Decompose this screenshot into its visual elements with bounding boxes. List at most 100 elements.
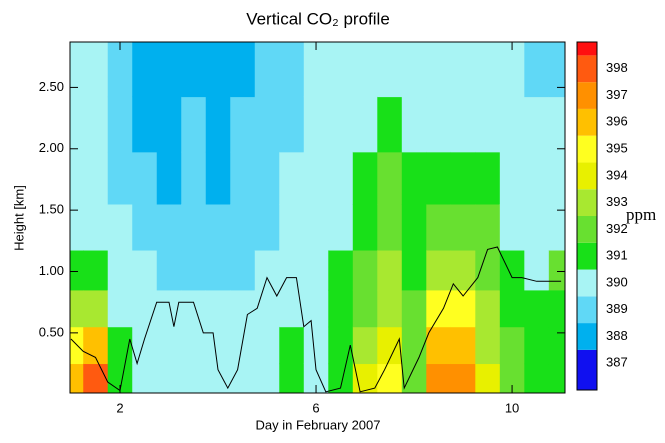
contour-cell	[107, 96, 133, 153]
contour-cell	[377, 96, 403, 153]
contour-cell	[548, 151, 565, 205]
contour-cell	[70, 96, 84, 153]
contour-cell	[499, 96, 525, 153]
contour-cell	[426, 250, 452, 291]
contour-cell	[524, 250, 550, 291]
contour-cell	[181, 42, 207, 98]
colorbar-label: ppm	[626, 205, 656, 224]
colorbar-band	[577, 135, 597, 163]
contour-cell	[107, 151, 133, 205]
contour-cell	[303, 96, 329, 153]
contour-cell	[524, 289, 550, 328]
colorbar-band	[577, 269, 597, 297]
contour-cell	[401, 151, 427, 205]
contour-cell	[156, 151, 182, 205]
contour-cell	[107, 42, 133, 98]
contour-cell	[352, 363, 378, 393]
contour-cell	[83, 204, 109, 251]
contour-cell	[401, 363, 427, 393]
contour-cell	[352, 326, 378, 365]
contour-cell	[156, 204, 182, 251]
contour-cell	[401, 96, 427, 153]
contour-cell	[328, 96, 354, 153]
contour-cell	[426, 289, 452, 328]
colorbar-tick-label: 396	[606, 114, 628, 129]
contour-cell	[205, 42, 231, 98]
contour-cell	[83, 250, 109, 291]
contour-cell	[548, 96, 565, 153]
contour-cell	[475, 363, 501, 393]
contour-cell	[524, 363, 550, 393]
colorbar-band	[577, 323, 597, 350]
contour-cell	[205, 151, 231, 205]
contour-cell	[156, 96, 182, 153]
contour-cell	[499, 250, 525, 291]
colorbar-tick-label: 395	[606, 141, 628, 156]
boundary-layer-line	[70, 246, 562, 393]
contour-cell	[181, 250, 207, 291]
contour-cell	[70, 250, 84, 291]
contour-cell	[205, 326, 231, 365]
contour-cell	[475, 289, 501, 328]
contour-cell	[107, 289, 133, 328]
contour-cell	[279, 363, 305, 393]
contour-cell	[83, 289, 109, 328]
contour-cell	[352, 42, 378, 98]
contour-cell	[230, 250, 256, 291]
contour-cell	[303, 289, 329, 328]
contour-cell	[426, 42, 452, 98]
contour-cell	[475, 204, 501, 251]
contour-cell	[548, 250, 565, 291]
contour-cell	[181, 326, 207, 365]
contour-cell	[107, 250, 133, 291]
contour-cell	[132, 326, 158, 365]
contour-cell	[230, 204, 256, 251]
contour-field	[70, 42, 565, 393]
contour-cell	[377, 151, 403, 205]
contour-cell	[328, 289, 354, 328]
contour-cell	[279, 96, 305, 153]
contour-cell	[156, 250, 182, 291]
contour-cell	[70, 42, 84, 98]
contour-cell	[230, 326, 256, 365]
y-tick-label: 1.00	[39, 263, 64, 278]
contour-cell	[132, 289, 158, 328]
contour-cell	[181, 204, 207, 251]
contour-cell	[230, 96, 256, 153]
contour-cell	[426, 204, 452, 251]
colorbar-band	[577, 55, 597, 83]
contour-cell	[352, 96, 378, 153]
x-tick-label: 6	[312, 400, 319, 415]
contour-cell	[328, 250, 354, 291]
contour-cell	[70, 204, 84, 251]
colorbar-band	[577, 189, 597, 216]
contour-cell	[303, 250, 329, 291]
contour-cell	[426, 326, 452, 365]
contour-cell	[156, 363, 182, 393]
contour-cell	[548, 204, 565, 251]
colorbar-tick-label: 397	[606, 87, 628, 102]
contour-cell	[254, 289, 280, 328]
contour-cell	[132, 42, 158, 98]
colorbar-tick-label: 394	[606, 167, 628, 182]
contour-cell	[230, 289, 256, 328]
colorbar-band	[577, 349, 597, 390]
contour-cell	[377, 204, 403, 251]
contour-cell	[475, 151, 501, 205]
contour-cell	[83, 42, 109, 98]
colorbar-tick-label: 392	[606, 221, 628, 236]
colorbar-tick-label: 389	[606, 301, 628, 316]
contour-cell	[254, 326, 280, 365]
contour-cell	[279, 151, 305, 205]
contour-cell	[524, 96, 550, 153]
y-axis-label: Height [km]	[11, 185, 26, 251]
y-tick-label: 2.00	[39, 140, 64, 155]
contour-cell	[205, 204, 231, 251]
contour-cell	[132, 363, 158, 393]
colorbar-tick-label: 387	[606, 355, 628, 370]
contour-cell	[205, 96, 231, 153]
contour-cell	[377, 42, 403, 98]
contour-cell	[401, 42, 427, 98]
contour-cell	[254, 42, 280, 98]
